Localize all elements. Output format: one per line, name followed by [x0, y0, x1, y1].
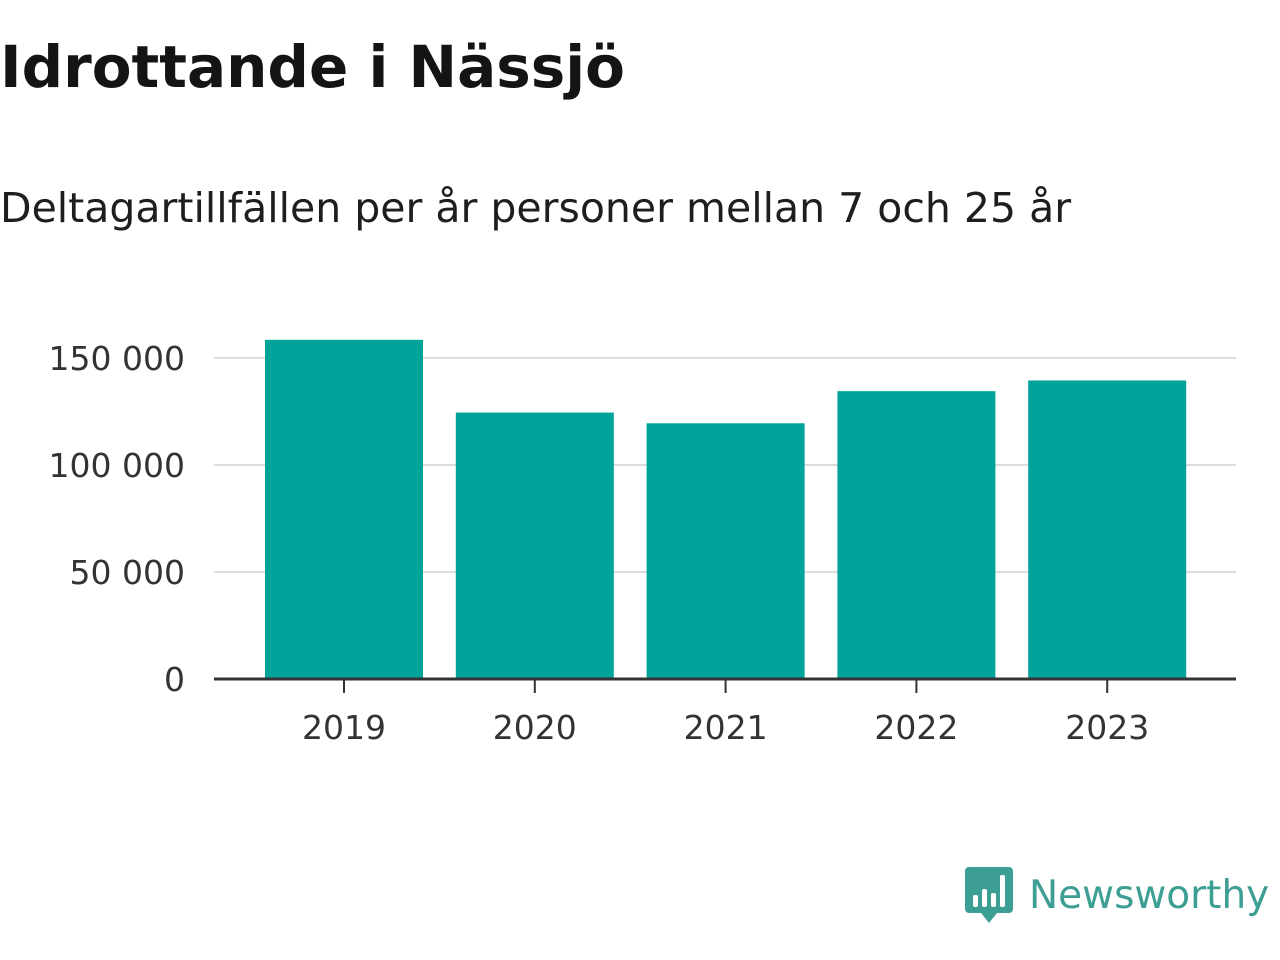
bar-2021: [646, 423, 805, 679]
bar-chart-speech-bubble-icon: [965, 867, 1013, 923]
chart-subtitle: Deltagartillfällen per år personer mella…: [0, 184, 1072, 232]
y-tick-label: 100 000: [49, 446, 185, 485]
x-tick-label: 2023: [1065, 708, 1149, 747]
bar-2020: [455, 412, 614, 679]
y-tick-label: 0: [164, 660, 185, 699]
x-tick-label: 2019: [302, 708, 386, 747]
chart-title: Idrottande i Nässjö: [0, 33, 626, 101]
newsworthy-logo: Newsworthy: [963, 865, 1269, 925]
x-tick-label: 2021: [684, 708, 768, 747]
bar-2022: [837, 391, 996, 679]
bar-2019: [265, 339, 423, 679]
bar-2023: [1028, 380, 1187, 679]
y-tick-label: 50 000: [70, 553, 185, 592]
x-tick-label: 2020: [493, 708, 577, 747]
y-tick-label: 150 000: [49, 339, 185, 378]
brand-name: Newsworthy: [1029, 872, 1270, 918]
x-tick-label: 2022: [874, 708, 958, 747]
